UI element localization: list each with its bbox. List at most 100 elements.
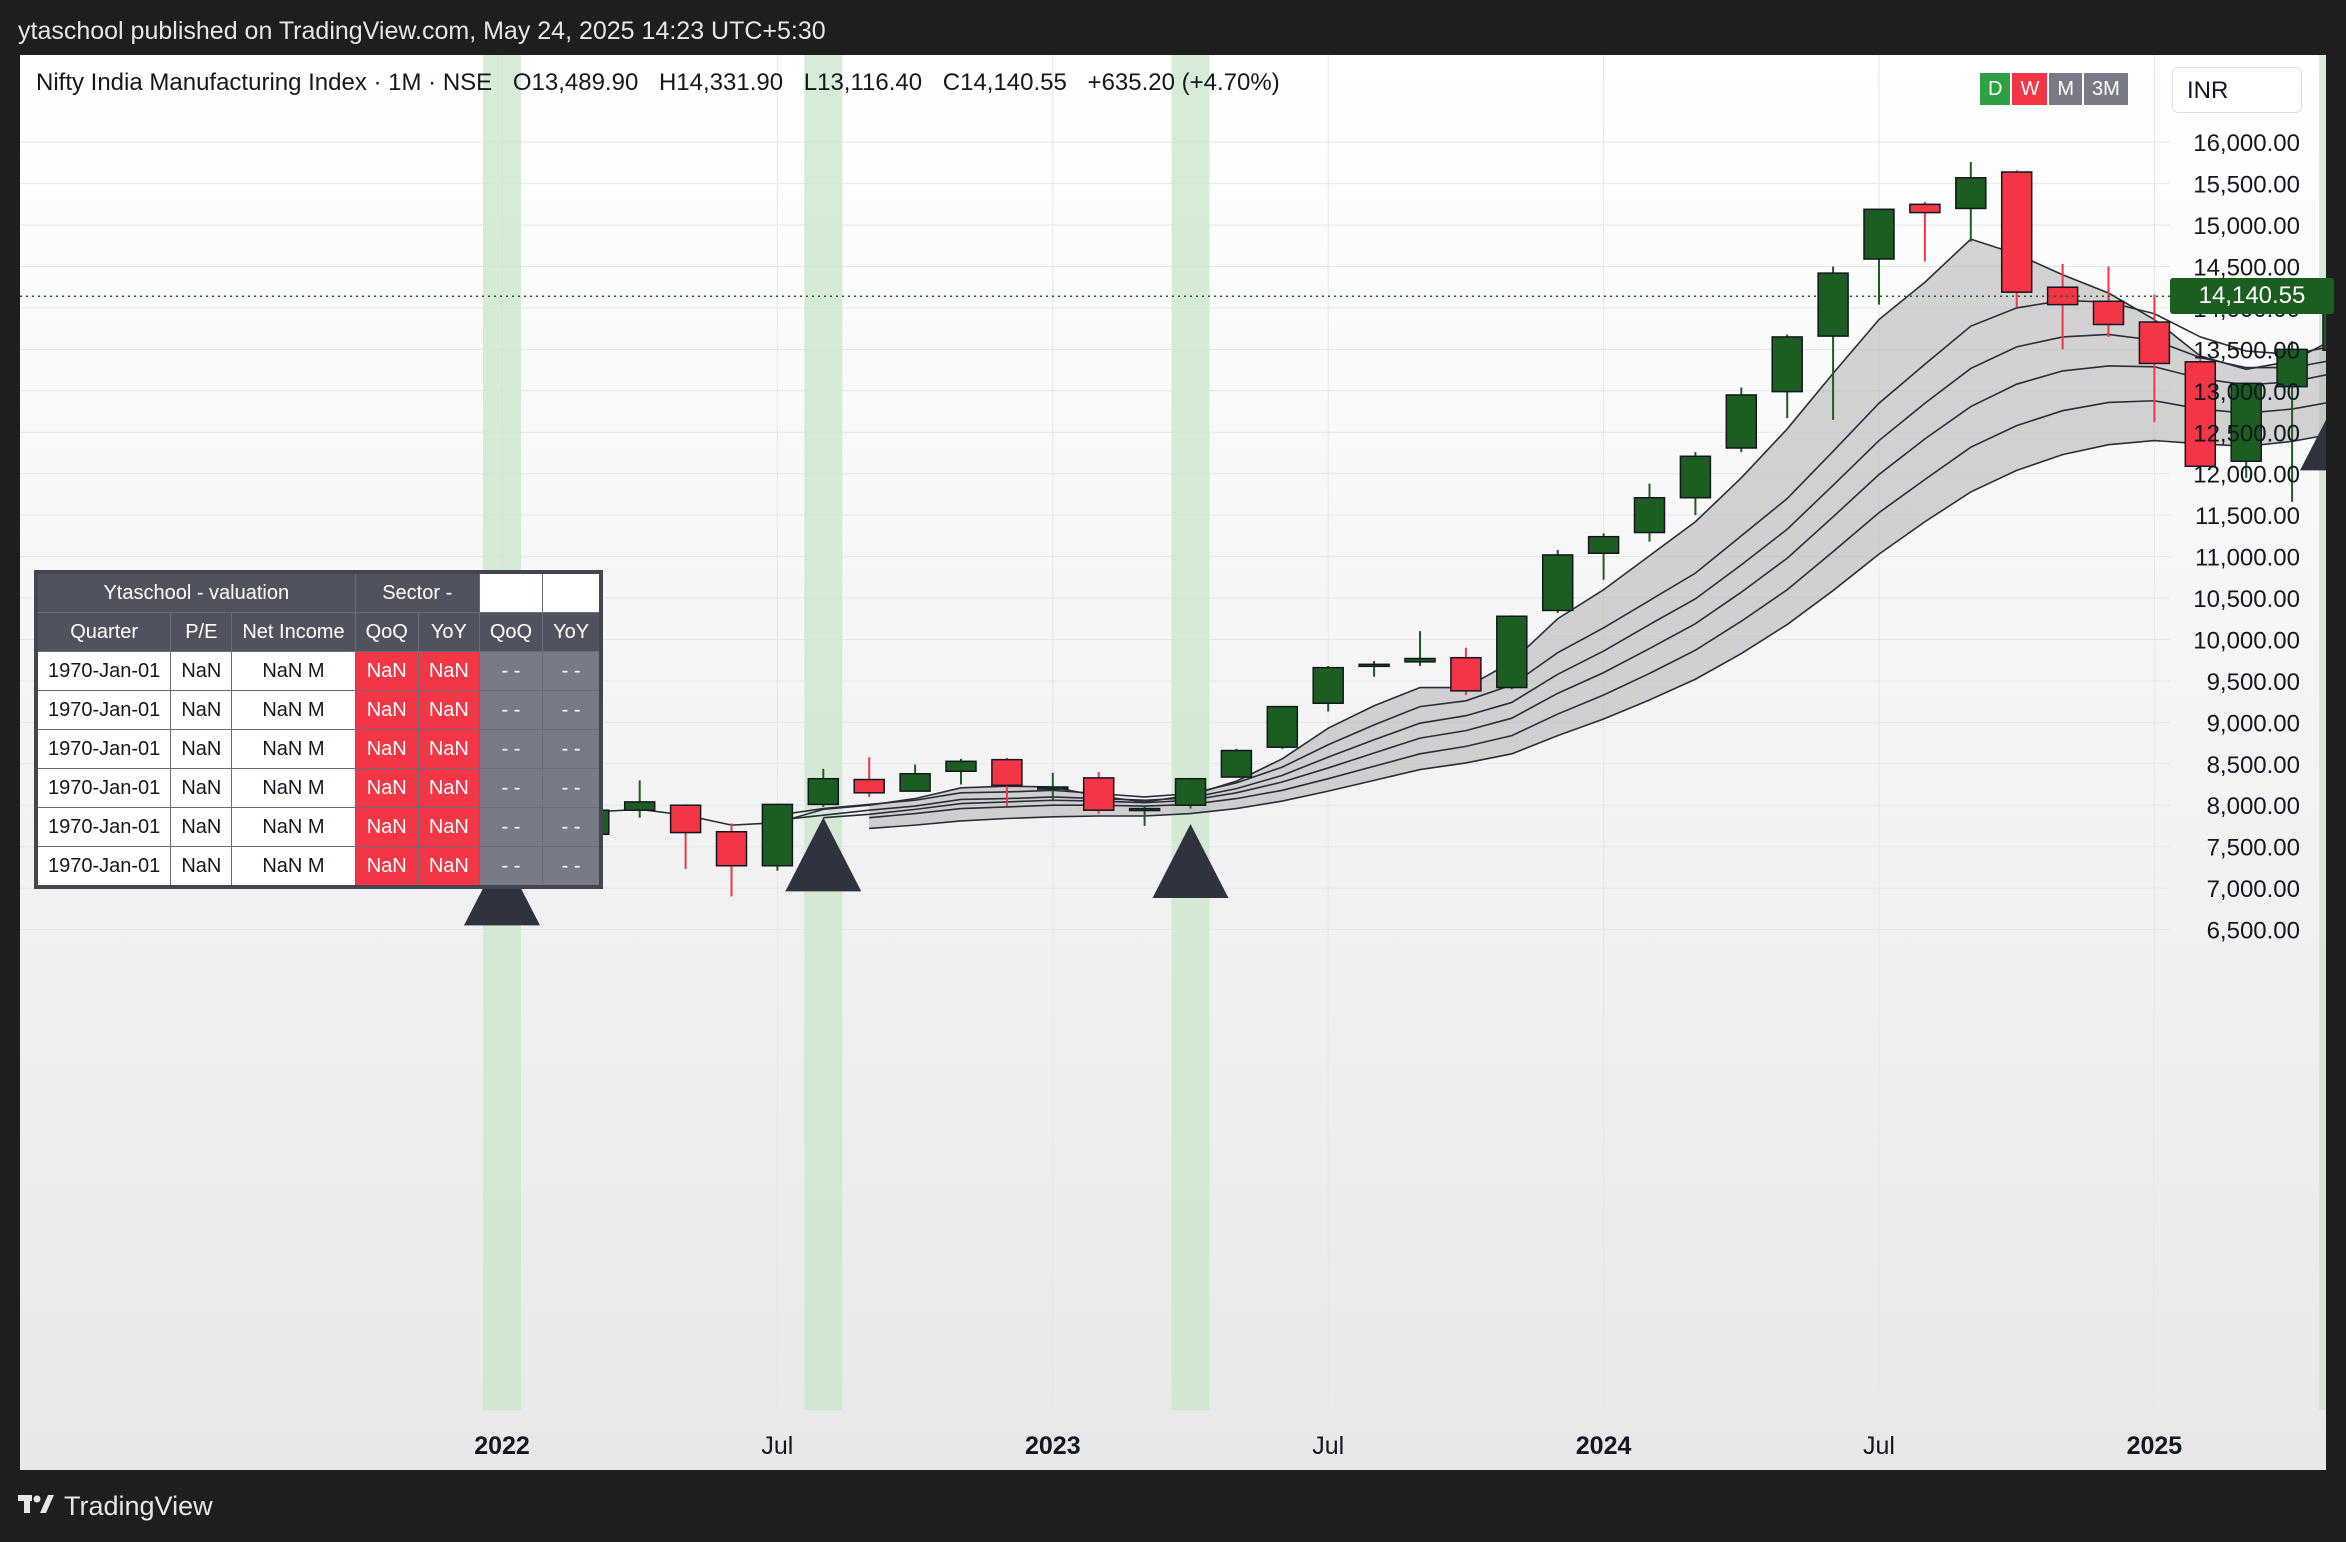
chart-area[interactable]: 16,000.0015,500.0015,000.0014,500.0014,0… bbox=[20, 55, 2334, 1470]
table-title: Ytaschool - valuation bbox=[35, 571, 356, 613]
candle-body bbox=[715, 831, 748, 867]
candle-body bbox=[2000, 171, 2033, 293]
sector-blank bbox=[542, 571, 602, 613]
y-tick-label: 9,500.00 bbox=[2207, 669, 2300, 696]
tradingview-logo-icon[interactable] bbox=[18, 1490, 54, 1522]
candle-body bbox=[991, 758, 1023, 787]
table-cell: NaN bbox=[170, 729, 233, 769]
candles bbox=[486, 162, 2326, 897]
table-cell: NaN M bbox=[231, 846, 356, 888]
x-tick-label: Jul bbox=[1312, 1432, 1344, 1460]
brand-name[interactable]: TradingView bbox=[64, 1490, 213, 1521]
ema-line bbox=[869, 434, 2326, 830]
table-cell: NaN bbox=[417, 846, 480, 888]
y-tick-label: 12,000.00 bbox=[2193, 462, 2300, 489]
candle-body bbox=[1817, 272, 1849, 337]
candle-body bbox=[807, 777, 840, 806]
candle-body bbox=[853, 778, 885, 794]
candle-body bbox=[1128, 807, 1161, 812]
table-cell: 1970-Jan-01 bbox=[35, 690, 172, 730]
candle-body bbox=[623, 801, 656, 811]
ribbon-fill bbox=[869, 239, 2326, 829]
candle-body bbox=[2184, 361, 2217, 467]
y-tick-label: 9,000.00 bbox=[2207, 710, 2300, 737]
x-tick-label: 2024 bbox=[1576, 1432, 1632, 1460]
x-tick-label: 2025 bbox=[2127, 1432, 2183, 1460]
y-tick-label: 8,500.00 bbox=[2207, 752, 2300, 779]
table-cell: - - bbox=[542, 651, 602, 691]
candle-body bbox=[1541, 554, 1574, 612]
high-value: H14,331.90 bbox=[658, 69, 784, 96]
candle-body bbox=[1312, 666, 1344, 705]
table-row: 1970-Jan-01 NaN NaN M NaN NaN - -- - bbox=[35, 846, 602, 888]
table-row: 1970-Jan-01 NaN NaN M NaN NaN - -- - bbox=[35, 807, 602, 847]
table-cell: - - bbox=[542, 690, 602, 730]
table-cell: NaN bbox=[354, 690, 419, 730]
candle-body bbox=[1955, 177, 1987, 210]
candle-body bbox=[1174, 777, 1207, 806]
y-tick-label: 7,000.00 bbox=[2207, 876, 2300, 903]
candle-body bbox=[945, 760, 977, 772]
candle-body bbox=[1633, 496, 1666, 534]
ema-line bbox=[777, 333, 2326, 821]
ema-ribbon bbox=[501, 238, 2326, 830]
currency-selector[interactable]: INR bbox=[2172, 67, 2302, 113]
table-cell: NaN bbox=[354, 846, 419, 888]
x-tick-label: Jul bbox=[1863, 1432, 1895, 1460]
signal-triangle-icon bbox=[2300, 419, 2326, 471]
timeframe-w-button[interactable]: W bbox=[2012, 73, 2048, 105]
ohlc-legend: Nifty India Manufacturing Index · 1M · N… bbox=[36, 69, 1294, 97]
table-body: 1970-Jan-01 NaN NaN M NaN NaN - -- -1970-Jan-… bbox=[35, 651, 602, 888]
table-cell: NaN bbox=[170, 768, 233, 808]
table-cell: NaN bbox=[417, 768, 480, 808]
candle-body bbox=[761, 803, 794, 867]
x-tick-label: 2023 bbox=[1025, 1432, 1081, 1460]
table-cell: NaN bbox=[354, 768, 419, 808]
table-cell: - - bbox=[542, 768, 602, 808]
y-tick-label: 15,000.00 bbox=[2193, 213, 2300, 240]
y-tick-label: 6,500.00 bbox=[2207, 918, 2300, 945]
table-cell: NaN M bbox=[231, 690, 356, 730]
col-header: Net Income bbox=[231, 612, 356, 652]
col-header: Quarter bbox=[35, 612, 172, 652]
table-cell: NaN M bbox=[231, 729, 356, 769]
open-value: O13,489.90 bbox=[512, 69, 639, 96]
candle-body bbox=[669, 804, 702, 834]
timeframe-3m-button[interactable]: 3M bbox=[2084, 73, 2128, 105]
candle-body bbox=[1082, 777, 1115, 811]
x-tick-label: Jul bbox=[761, 1432, 793, 1460]
candle-body bbox=[899, 772, 931, 792]
low-value: L13,116.40 bbox=[803, 69, 923, 96]
signal-triangle-icon bbox=[1152, 824, 1229, 899]
y-tick-label: 15,500.00 bbox=[2193, 172, 2300, 199]
sector-blank bbox=[478, 571, 544, 613]
candle-body bbox=[2092, 300, 2125, 326]
table-cell: NaN M bbox=[231, 651, 356, 691]
table-cell: 1970-Jan-01 bbox=[35, 846, 172, 888]
candle-body bbox=[2322, 295, 2326, 351]
change-value: +635.20 (+4.70%) bbox=[1087, 69, 1280, 96]
candle-body bbox=[2230, 382, 2262, 463]
footer: TradingView bbox=[18, 1490, 213, 1522]
timeframe-d-button[interactable]: D bbox=[1980, 73, 2011, 105]
table-cell: 1970-Jan-01 bbox=[35, 768, 172, 808]
signal-triangle-icon bbox=[785, 817, 862, 892]
sector-label: Sector - bbox=[354, 571, 480, 613]
col-header: QoQ bbox=[354, 612, 419, 652]
candle-body bbox=[1909, 203, 1941, 214]
table-cell: NaN bbox=[354, 807, 419, 847]
time-axis: 2022Jul2023Jul2024Jul2025Jul bbox=[474, 1432, 2183, 1460]
table-cell: 1970-Jan-01 bbox=[35, 729, 172, 769]
publish-info: ytaschool published on TradingView.com, … bbox=[18, 17, 826, 45]
symbol-label[interactable]: Nifty India Manufacturing Index · 1M · N… bbox=[36, 69, 493, 96]
highlight-band bbox=[2319, 55, 2326, 1410]
timeframe-m-button[interactable]: M bbox=[2049, 73, 2083, 105]
col-header: YoY bbox=[542, 612, 602, 652]
y-tick-label: 13,500.00 bbox=[2193, 337, 2300, 364]
table-cell: 1970-Jan-01 bbox=[35, 651, 172, 691]
y-tick-label: 16,000.00 bbox=[2193, 130, 2300, 157]
candle-body bbox=[2046, 286, 2079, 306]
price-chart[interactable]: 16,000.0015,500.0015,000.0014,500.0014,0… bbox=[20, 55, 2326, 1470]
candle-body bbox=[1725, 394, 1758, 449]
table-cell: NaN bbox=[417, 690, 480, 730]
